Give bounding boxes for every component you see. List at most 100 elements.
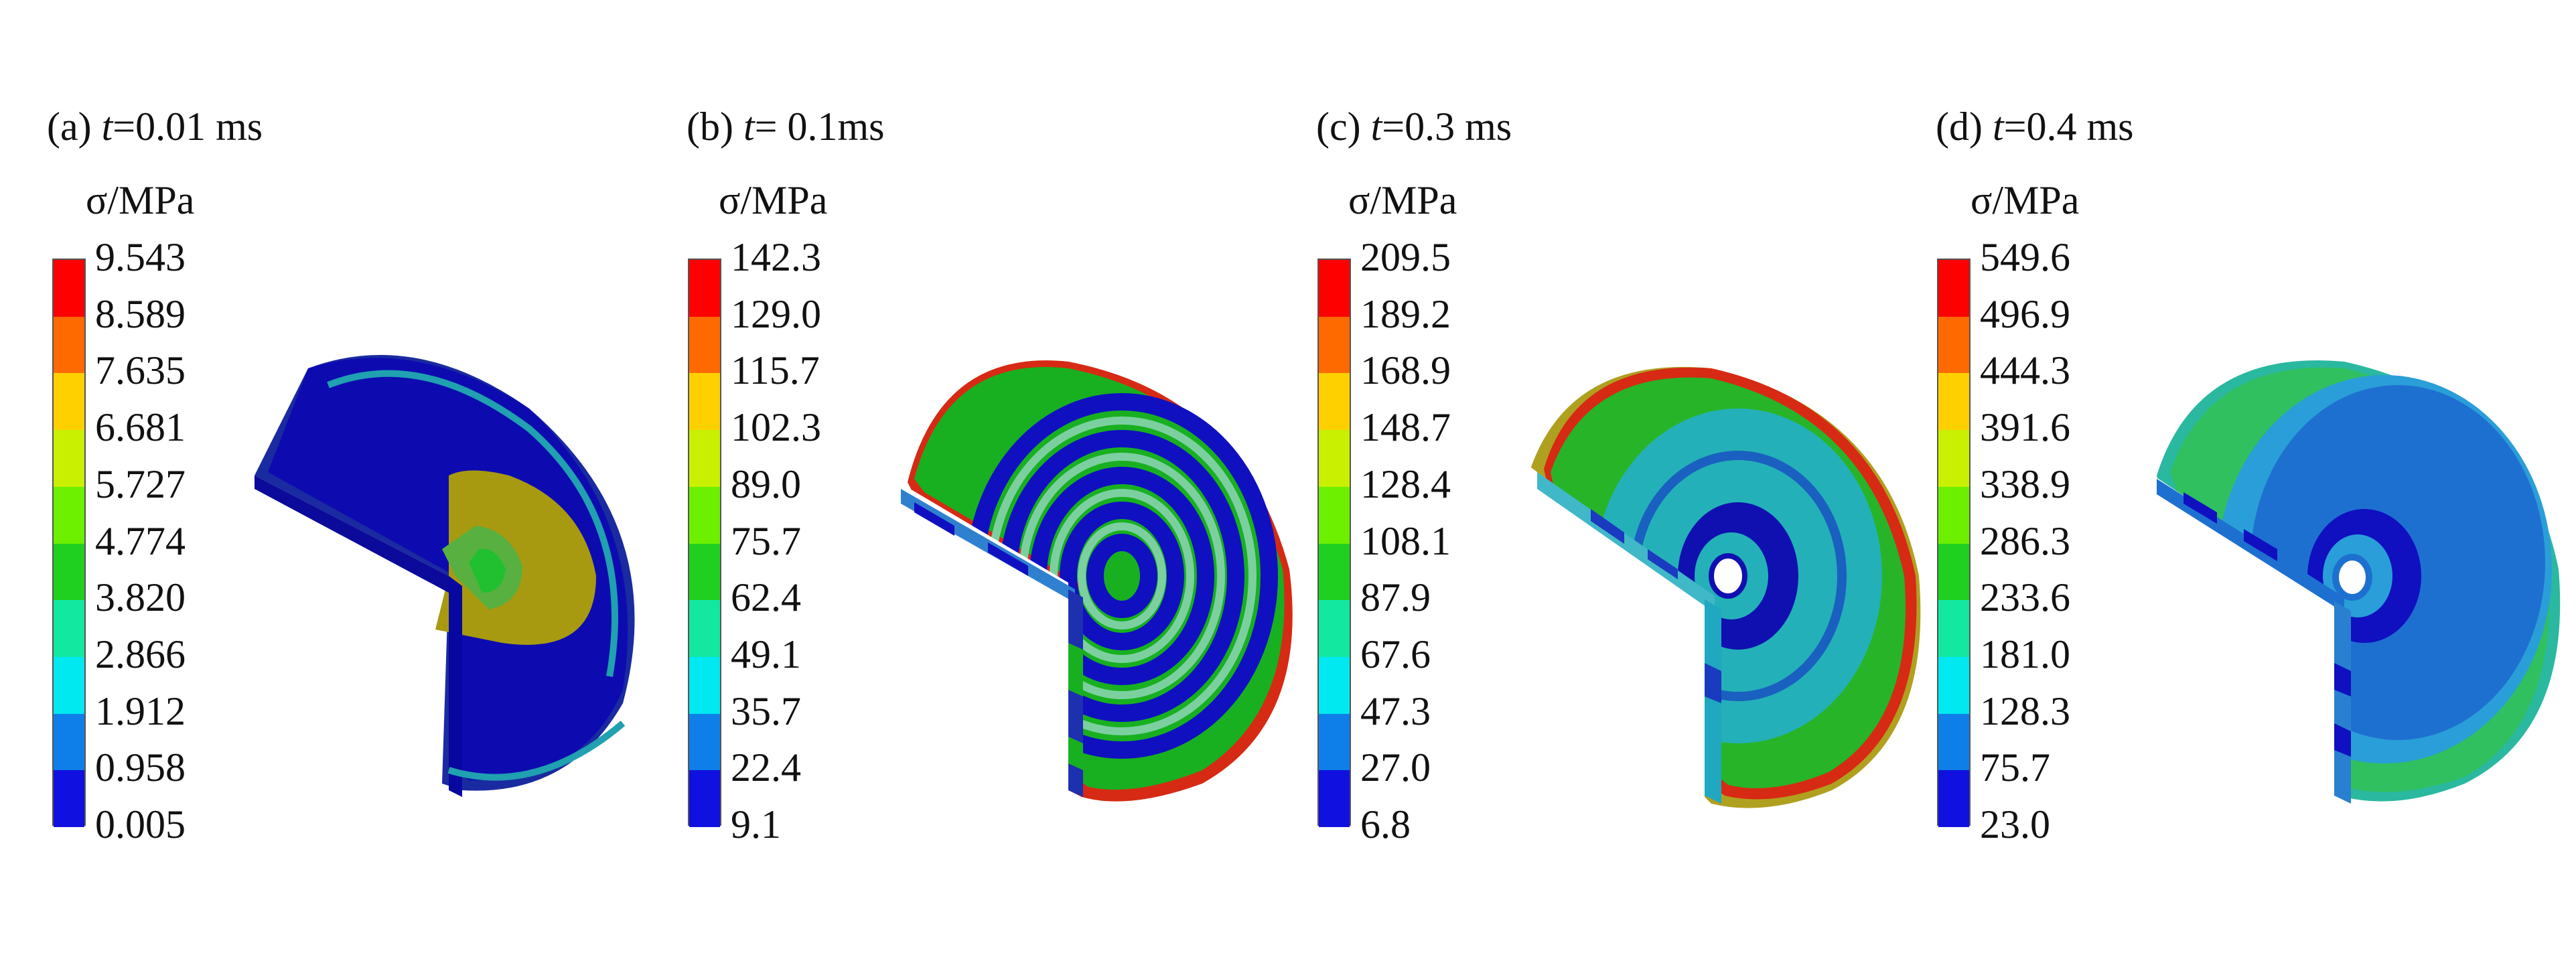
panel-b-tick-label: 9.1 xyxy=(731,802,781,846)
panel-a-tick-label: 0.958 xyxy=(95,745,186,790)
panel-d-tick-label: 23.0 xyxy=(1980,802,2050,846)
panel-a-legend-swatch xyxy=(54,656,84,715)
panel-b-legend-swatch xyxy=(689,770,720,828)
panel-a-legend-swatch xyxy=(54,260,84,317)
panel-a-legend-swatch xyxy=(54,770,84,828)
panel-b-tick-label: 75.7 xyxy=(731,518,801,563)
panel-c-legend-swatch xyxy=(1319,316,1350,374)
panel-a-stress-contour-model xyxy=(255,355,635,797)
panel-a-legend-swatch xyxy=(54,600,84,658)
panel-b-legend-swatch xyxy=(689,713,720,771)
panel-d-color-legend xyxy=(1937,259,1971,828)
panel-b-legend-swatch xyxy=(689,486,720,544)
panel-d-title: (d) t=0.4 ms xyxy=(1936,104,2134,149)
panel-d-legend-swatch xyxy=(1938,543,1969,601)
panel-a-title: (a) t=0.01 ms xyxy=(47,104,263,149)
panel-c-tick-label: 47.3 xyxy=(1360,688,1431,733)
panel-a-tick-label: 2.866 xyxy=(95,632,186,676)
panel-a-tick-label: 8.589 xyxy=(95,291,186,336)
panel-c-tick-label: 128.4 xyxy=(1360,461,1451,506)
panel-b-tick-label: 129.0 xyxy=(731,291,821,336)
panel-b-legend-swatch xyxy=(689,600,720,658)
panel-a-tick-label: 0.005 xyxy=(95,802,186,846)
panel-d-tick-label: 233.6 xyxy=(1980,575,2070,620)
panel-c-color-legend xyxy=(1317,259,1351,828)
panel-b-tick-label: 49.1 xyxy=(731,632,801,676)
panel-a-legend-swatch xyxy=(54,486,84,544)
panel-c-tick-label: 168.9 xyxy=(1360,348,1451,393)
panel-c-legend-swatch xyxy=(1319,600,1350,658)
panel-a-color-legend xyxy=(52,259,86,828)
panel-a-tick-label: 1.912 xyxy=(95,688,186,733)
panel-b-tick-label: 22.4 xyxy=(731,745,801,790)
panel-b-tick-label: 62.4 xyxy=(731,575,801,620)
panel-d-tick-label: 286.3 xyxy=(1980,518,2070,563)
panel-c-tick-label: 209.5 xyxy=(1360,235,1451,279)
panel-a-tick-label: 9.543 xyxy=(95,235,186,279)
panel-a-legend-swatch xyxy=(54,316,84,374)
panel-a-tick-label: 5.727 xyxy=(95,461,186,506)
panel-d-tick-label: 181.0 xyxy=(1980,632,2070,676)
panel-c: (c) t=0.3 ms σ/MPa 209.5 189.2 168.9 148.7 1… xyxy=(1316,0,1952,957)
panel-c-legend-swatch xyxy=(1319,260,1350,317)
panel-c-legend-swatch xyxy=(1319,770,1350,828)
panel-b-tick-label: 35.7 xyxy=(731,688,801,733)
panel-d-legend-swatch xyxy=(1938,430,1969,488)
panel-d-legend-swatch xyxy=(1938,600,1969,658)
panel-c-tick-label: 67.6 xyxy=(1360,632,1431,676)
panel-b-tick-label: 102.3 xyxy=(731,405,821,450)
panel-a-tick-label: 6.681 xyxy=(95,405,186,450)
panel-c-tick-label: 6.8 xyxy=(1360,802,1411,846)
panel-b-stress-contour-model xyxy=(887,360,1293,804)
panel-c-tick-label: 108.1 xyxy=(1360,518,1451,563)
panel-d-tick-label: 128.3 xyxy=(1980,688,2070,733)
panel-d-legend-swatch xyxy=(1938,770,1969,828)
panel-c-legend-swatch xyxy=(1319,713,1350,771)
panel-c-tick-label: 87.9 xyxy=(1360,575,1431,620)
panel-c-title: (c) t=0.3 ms xyxy=(1316,104,1512,149)
panel-b-tick-label: 115.7 xyxy=(731,348,820,393)
panel-a-legend-swatch xyxy=(54,373,84,431)
panel-b: (b) t= 0.1ms σ/MPa 142.3 129.0 115.7 102.3 8… xyxy=(687,0,1323,957)
panel-d-tick-label: 496.9 xyxy=(1980,291,2070,336)
panel-d-unit-label: σ/MPa xyxy=(1971,178,2080,222)
panel-d-legend-swatch xyxy=(1938,486,1969,544)
panel-d-legend-swatch xyxy=(1938,373,1969,431)
panel-c-unit-label: σ/MPa xyxy=(1348,178,1457,222)
panel-a-legend-swatch xyxy=(54,430,84,488)
panel-b-title: (b) t= 0.1ms xyxy=(687,104,885,149)
panel-b-legend-swatch xyxy=(689,656,720,715)
panel-d-legend-swatch xyxy=(1938,656,1969,715)
panel-a-tick-label: 3.820 xyxy=(95,575,186,620)
panel-a: (a) t=0.01 ms σ/MPa 9.543 8.589 7.635 6.681… xyxy=(47,0,683,957)
panel-d-tick-label: 391.6 xyxy=(1980,405,2070,450)
panel-b-legend-swatch xyxy=(689,430,720,488)
panel-c-legend-swatch xyxy=(1319,373,1350,431)
panel-b-unit-label: σ/MPa xyxy=(719,178,828,222)
panel-b-tick-label: 142.3 xyxy=(731,235,821,279)
panel-b-legend-swatch xyxy=(689,373,720,431)
panel-c-tick-label: 27.0 xyxy=(1360,745,1431,790)
panel-d-tick-label: 338.9 xyxy=(1980,461,2070,506)
panel-a-unit-label: σ/MPa xyxy=(86,178,195,222)
panel-a-tick-label: 7.635 xyxy=(95,348,186,393)
panel-d-tick-label: 549.6 xyxy=(1980,235,2070,279)
panel-c-legend-swatch xyxy=(1319,486,1350,544)
panel-b-tick-label: 89.0 xyxy=(731,461,801,506)
panel-d-tick-label: 444.3 xyxy=(1980,348,2070,393)
panel-c-legend-swatch xyxy=(1319,543,1350,601)
panel-a-tick-label: 4.774 xyxy=(95,518,186,563)
panel-c-tick-label: 189.2 xyxy=(1360,291,1451,336)
panel-c-legend-swatch xyxy=(1319,430,1350,488)
panel-d-stress-contour-model xyxy=(2143,360,2561,810)
panel-c-stress-contour-model xyxy=(1524,366,1921,810)
panel-c-tick-label: 148.7 xyxy=(1360,405,1451,450)
panel-a-legend-swatch xyxy=(54,713,84,771)
panel-a-legend-swatch xyxy=(54,543,84,601)
panel-b-legend-swatch xyxy=(689,316,720,374)
panel-d-legend-swatch xyxy=(1938,260,1969,317)
panel-d-tick-label: 75.7 xyxy=(1980,745,2050,790)
panel-d-legend-swatch xyxy=(1938,316,1969,374)
panel-b-legend-swatch xyxy=(689,260,720,317)
panel-d-legend-swatch xyxy=(1938,713,1969,771)
